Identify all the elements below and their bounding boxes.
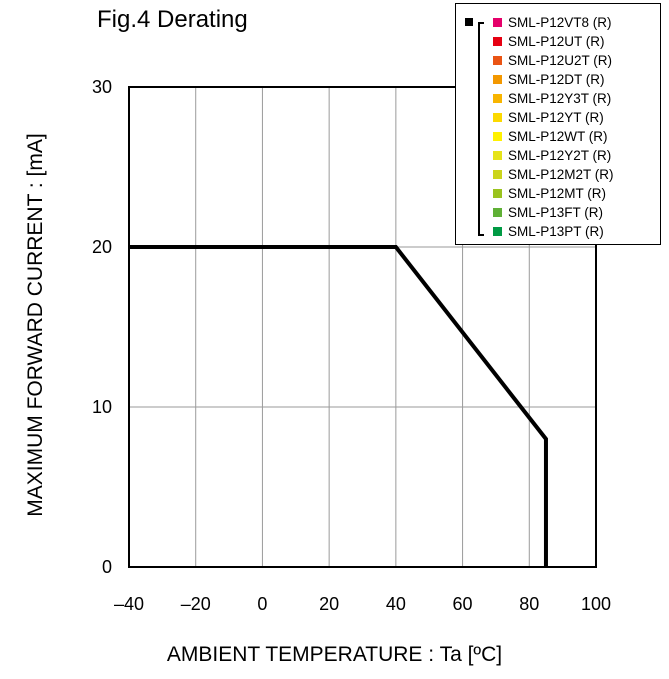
legend-item: SML-P12M2T (R) (493, 167, 614, 182)
legend: SML-P12VT8 (R) SML-P12UT (R) SML-P12U2T (R… (455, 3, 661, 245)
legend-swatch (493, 55, 502, 65)
x-tick-label: 60 (453, 594, 473, 614)
legend-item: SML-P12UT (R) (493, 34, 605, 49)
legend-swatch (493, 93, 502, 103)
legend-swatch (493, 169, 502, 179)
legend-label: SML-P12U2T (R) (508, 53, 613, 68)
series-line (129, 245, 548, 567)
y-tick-label: 30 (92, 77, 112, 97)
x-tick-label: 80 (519, 594, 539, 614)
legend-label: SML-P12DT (R) (508, 72, 605, 87)
x-tick-label: 100 (581, 594, 611, 614)
legend-label: SML-P13FT (R) (508, 205, 604, 220)
legend-swatch (493, 17, 502, 27)
legend-item: SML-P12U2T (R) (493, 53, 612, 68)
legend-label: SML-P12Y2T (R) (508, 148, 612, 163)
x-tick-label: –40 (114, 594, 144, 614)
y-axis-label: MAXIMUM FORWARD CURRENT : [mA] (24, 133, 47, 517)
legend-item: SML-P13PT (R) (493, 224, 604, 239)
legend-swatch (493, 36, 502, 46)
legend-label: SML-P12Y3T (R) (508, 91, 612, 106)
legend-label: SML-P12M2T (R) (508, 167, 614, 182)
legend-swatch (493, 74, 502, 84)
legend-swatch (493, 131, 502, 141)
y-tick-label: 10 (92, 397, 112, 417)
legend-label: SML-P12YT (R) (508, 110, 604, 125)
legend-item: SML-P12DT (R) (493, 72, 605, 87)
legend-item: SML-P12Y2T (R) (493, 148, 611, 163)
x-tick-label: 20 (319, 594, 339, 614)
legend-label: SML-P13PT (R) (508, 224, 604, 239)
x-tick-label: –20 (181, 594, 211, 614)
plot-frame (128, 86, 597, 568)
x-tick-label: 0 (257, 594, 267, 614)
legend-swatch (493, 112, 502, 122)
legend-item: SML-P12WT (R) (493, 129, 608, 144)
legend-series-marker (465, 18, 473, 26)
y-tick-label: 20 (92, 237, 112, 257)
legend-swatch (493, 150, 502, 160)
legend-bracket (478, 22, 484, 236)
legend-swatch (493, 226, 502, 236)
legend-label: SML-P12MT (R) (508, 186, 607, 201)
legend-item: SML-P13FT (R) (493, 205, 603, 220)
legend-label: SML-P12VT8 (R) (508, 15, 612, 30)
legend-item: SML-P12YT (R) (493, 110, 604, 125)
legend-swatch (493, 188, 502, 198)
y-tick-label: 0 (102, 557, 112, 577)
chart-title: Fig.4 Derating (97, 6, 248, 33)
legend-item: SML-P12MT (R) (493, 186, 606, 201)
legend-item: SML-P12Y3T (R) (493, 91, 611, 106)
legend-swatch (493, 207, 502, 217)
x-axis-label: AMBIENT TEMPERATURE : Ta [ºC] (166, 643, 503, 666)
legend-label: SML-P12WT (R) (508, 129, 608, 144)
legend-label: SML-P12UT (R) (508, 34, 605, 49)
legend-item: SML-P12VT8 (R) (493, 15, 612, 30)
x-tick-label: 40 (386, 594, 406, 614)
